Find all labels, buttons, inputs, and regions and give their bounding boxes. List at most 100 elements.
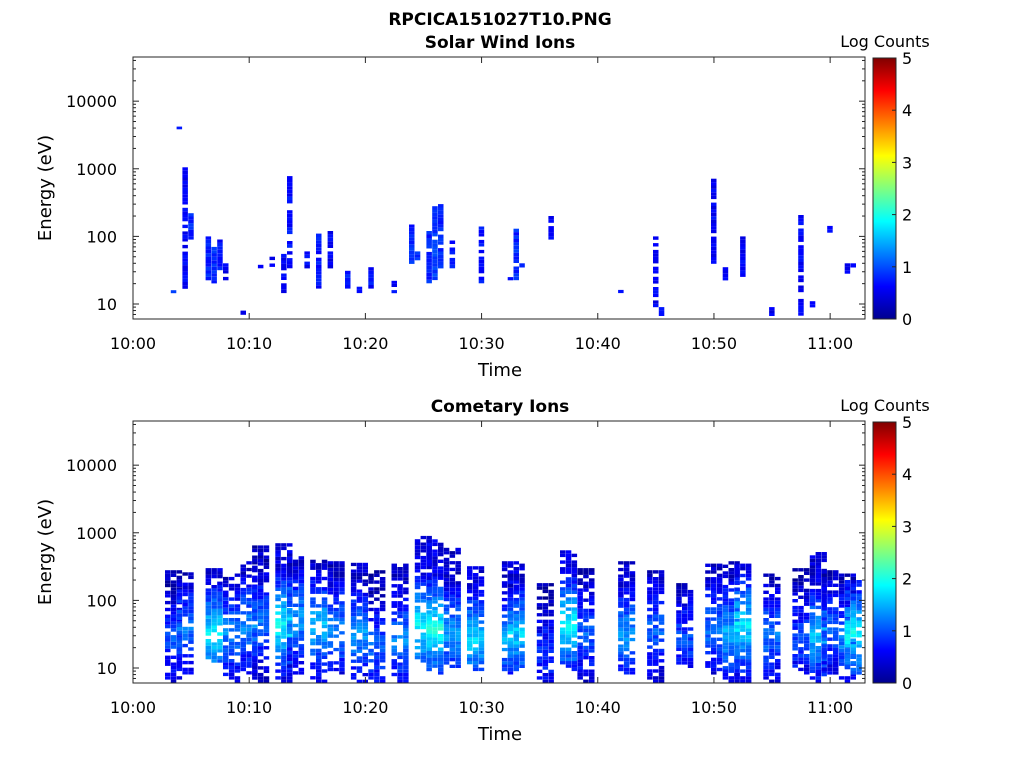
heatmap-cell xyxy=(240,654,246,658)
heatmap-cell xyxy=(298,671,305,675)
heatmap-cell xyxy=(844,676,851,680)
heatmap-cell xyxy=(821,656,827,660)
heatmap-cell xyxy=(472,589,479,594)
heatmap-cell xyxy=(815,588,822,593)
heatmap-cell xyxy=(275,580,281,585)
heatmap-cell xyxy=(589,662,595,667)
heatmap-cell xyxy=(223,645,229,649)
heatmap-cell xyxy=(507,277,514,281)
heatmap-cell xyxy=(687,600,694,604)
heatmap-cell xyxy=(292,623,299,628)
heatmap-cell xyxy=(722,277,729,281)
heatmap-cell xyxy=(316,587,322,591)
heatmap-cell xyxy=(438,542,444,547)
heatmap-cell xyxy=(403,631,409,636)
heatmap-cell xyxy=(310,628,316,632)
heatmap-cell xyxy=(798,650,804,654)
heatmap-cell xyxy=(745,584,752,588)
heatmap-cell xyxy=(333,564,339,568)
heatmap-cell xyxy=(687,603,694,607)
heatmap-cell xyxy=(316,563,322,567)
heatmap-cell xyxy=(304,265,310,269)
heatmap-cell xyxy=(809,622,816,626)
heatmap-cell xyxy=(565,617,572,621)
heatmap-cell xyxy=(409,224,415,228)
heatmap-cell xyxy=(583,608,589,613)
heatmap-cell xyxy=(844,661,851,665)
heatmap-cell xyxy=(687,589,694,594)
heatmap-cell xyxy=(188,226,194,230)
heatmap-cell xyxy=(728,615,734,619)
heatmap-cell xyxy=(182,170,188,175)
heatmap-cell xyxy=(426,667,432,672)
heatmap-cell xyxy=(246,637,252,642)
heatmap-cell xyxy=(821,620,827,625)
heatmap-cell xyxy=(205,243,212,247)
heatmap-cell xyxy=(850,617,856,621)
heatmap-cell xyxy=(362,579,368,583)
heatmap-cell xyxy=(409,260,415,264)
heatmap-cell xyxy=(327,261,334,265)
heatmap-cell xyxy=(734,635,740,639)
heatmap-cell xyxy=(745,604,752,608)
heatmap-cell xyxy=(833,613,839,618)
heatmap-cell xyxy=(182,190,188,195)
heatmap-cell xyxy=(734,631,740,636)
heatmap-cell xyxy=(420,646,427,650)
heatmap-cell xyxy=(188,616,194,620)
heatmap-cell xyxy=(722,267,729,271)
heatmap-cell xyxy=(716,590,723,594)
heatmap-cell xyxy=(205,236,212,240)
heatmap-cell xyxy=(205,578,212,582)
heatmap-cell xyxy=(298,590,305,594)
heatmap-cell xyxy=(763,621,769,625)
heatmap-cell xyxy=(711,195,717,200)
heatmap-cell xyxy=(833,590,839,594)
heatmap-cell xyxy=(821,587,827,591)
heatmap-cell xyxy=(426,251,432,256)
heatmap-cell xyxy=(827,573,833,577)
heatmap-cell xyxy=(478,263,485,267)
heatmap-cell xyxy=(513,651,519,655)
heatmap-cell xyxy=(374,638,380,642)
heatmap-cell xyxy=(281,672,287,677)
heatmap-cell xyxy=(653,243,659,247)
heatmap-cell xyxy=(205,655,212,660)
heatmap-cell xyxy=(536,649,543,653)
heatmap-cell xyxy=(432,569,438,574)
heatmap-cell xyxy=(542,609,549,614)
heatmap-cell xyxy=(775,648,781,653)
heatmap-cell xyxy=(798,298,804,303)
heatmap-cell xyxy=(281,556,287,561)
heatmap-cell xyxy=(548,669,554,673)
heatmap-cell xyxy=(350,612,357,617)
heatmap-cell xyxy=(356,639,363,643)
heatmap-cell xyxy=(403,662,409,666)
heatmap-cell xyxy=(745,567,752,571)
heatmap-cell xyxy=(449,577,456,582)
heatmap-cell xyxy=(263,676,270,680)
heatmap-cell xyxy=(420,575,427,580)
heatmap-cell xyxy=(182,637,188,641)
heatmap-cell xyxy=(798,258,804,262)
heatmap-cell xyxy=(745,597,752,602)
heatmap-cell xyxy=(356,606,363,610)
heatmap-cell xyxy=(287,654,293,658)
heatmap-cell xyxy=(432,630,438,634)
heatmap-cell xyxy=(583,639,589,643)
heatmap-cell xyxy=(821,634,827,638)
heatmap-cell xyxy=(321,631,328,635)
heatmap-cell xyxy=(316,250,322,255)
heatmap-cell xyxy=(205,601,212,606)
heatmap-cell xyxy=(368,274,374,278)
heatmap-cell xyxy=(467,613,473,617)
heatmap-cell xyxy=(850,620,856,624)
heatmap-cell xyxy=(223,600,229,605)
heatmap-cell xyxy=(711,661,717,665)
heatmap-cell xyxy=(350,569,357,573)
heatmap-cell xyxy=(577,595,583,599)
heatmap-cell xyxy=(321,566,328,570)
heatmap-cell xyxy=(513,228,519,233)
heatmap-cell xyxy=(653,256,659,260)
heatmap-cell xyxy=(833,593,839,598)
